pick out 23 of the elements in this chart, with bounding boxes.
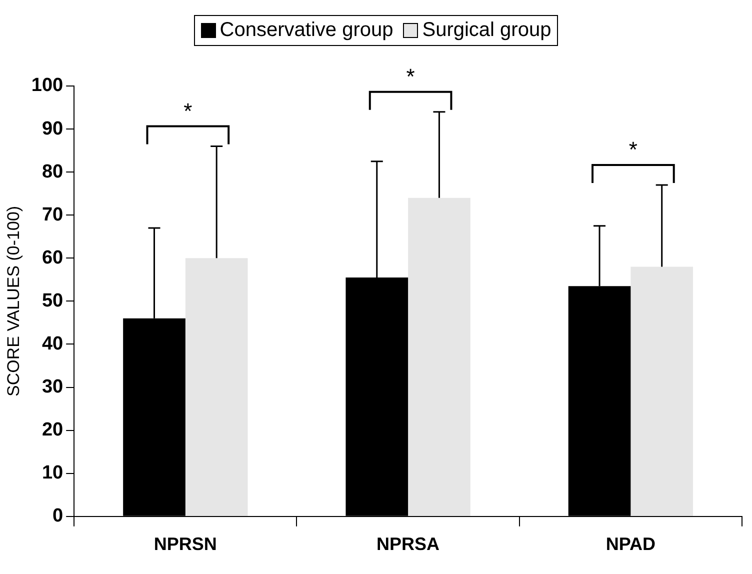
y-tick-label: 40: [42, 333, 64, 354]
y-tick-label: 50: [42, 290, 64, 312]
y-tick-label: 90: [42, 118, 64, 140]
x-tick-label: NPRSN: [154, 534, 217, 554]
y-tick-label: 0: [52, 506, 64, 527]
x-tick-label: NPAD: [606, 534, 656, 554]
legend-label: Conservative group: [220, 19, 394, 42]
annotation: *: [184, 98, 193, 124]
annotation: *: [406, 64, 416, 89]
bar: [630, 266, 694, 516]
y-tick-label: 100: [31, 75, 64, 96]
x-tick-label: NPRSA: [376, 534, 440, 554]
legend-label: Surgical group: [422, 19, 552, 42]
bar: [408, 198, 470, 516]
annotation: *: [628, 136, 638, 162]
y-tick-label: 10: [42, 462, 64, 484]
y-tick-label: 60: [42, 247, 64, 268]
y-tick-label: 80: [42, 161, 64, 182]
bar: [185, 258, 248, 516]
y-tick-label: 30: [42, 376, 64, 398]
y-tick-label: 70: [42, 204, 64, 226]
y-axis-title: SCORE VALUES (0-100): [4, 206, 23, 396]
y-tick-label: 20: [42, 420, 64, 441]
